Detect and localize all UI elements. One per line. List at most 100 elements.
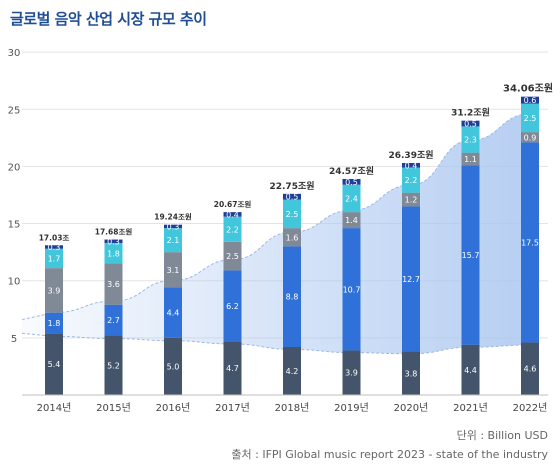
data-label: 2.7: [107, 316, 120, 325]
bar-segment: [104, 263, 123, 305]
bar-segment: [461, 152, 480, 166]
data-label: 2.5: [286, 210, 299, 219]
data-label: 6.2: [226, 302, 239, 311]
bar-segment: [223, 241, 242, 271]
data-label: 0.4: [226, 210, 239, 219]
total-label: 22.75조원: [269, 180, 314, 192]
total-label: 24.57조원: [329, 165, 374, 177]
bar-segment: [45, 245, 63, 249]
total-label: 26.39조원: [388, 149, 433, 161]
bar-segment: [342, 178, 361, 185]
total-label: 31.2조원: [451, 107, 490, 119]
total-label: 17.03조: [39, 233, 70, 242]
total-label: 20.67조원: [214, 199, 252, 209]
x-tick-label: 2017년: [215, 402, 250, 414]
total-label: 34.06조원: [503, 82, 553, 95]
bar-segment: [223, 341, 242, 395]
data-label: 0.3: [167, 222, 180, 231]
bar-segment: [461, 120, 480, 127]
bar-segment: [283, 193, 301, 200]
x-tick-label: 2018년: [275, 402, 310, 414]
bar-segment: [402, 162, 420, 168]
data-label: 1.2: [405, 196, 418, 205]
data-label: 3.1: [167, 266, 180, 275]
data-label: 10.7: [343, 285, 361, 294]
bar-segment: [402, 351, 420, 395]
data-label: 2.3: [464, 136, 477, 145]
bar-segment: [283, 199, 301, 229]
bar-segment: [223, 270, 242, 342]
x-tick-label: 2019년: [334, 402, 369, 414]
data-label: 0.3: [48, 243, 61, 252]
y-tick-label: 25: [8, 105, 21, 116]
total-label: 17.68조원: [95, 227, 133, 237]
bar-segment: [45, 333, 63, 395]
x-tick-label: 2021년: [453, 402, 488, 414]
data-label: 2.1: [167, 236, 180, 245]
data-label: 0.4: [405, 161, 418, 170]
data-label: 0.9: [524, 133, 537, 142]
bar-segment: [402, 192, 420, 207]
data-label: 2.4: [345, 194, 358, 203]
bar-segment: [521, 103, 539, 133]
chart-title: 글로벌 음악 산업 시장 규모 추이: [10, 10, 207, 28]
data-label: 8.8: [286, 293, 299, 302]
bar-segment: [104, 304, 123, 336]
bar-segment: [521, 342, 539, 395]
data-label: 1.8: [107, 249, 120, 258]
bar-segment: [342, 228, 361, 351]
x-tick-label: 2020년: [394, 402, 429, 414]
bar-segment: [45, 268, 63, 313]
y-tick-label: 5: [11, 334, 17, 345]
bar-segment: [45, 248, 63, 269]
bar-segment: [104, 335, 123, 395]
data-label: 1.1: [464, 155, 477, 164]
data-label: 0.5: [464, 120, 477, 129]
x-tick-label: 2015년: [96, 402, 131, 414]
bar-segment: [283, 246, 301, 347]
data-label: 2.5: [226, 252, 239, 261]
data-label: 1.8: [48, 319, 61, 328]
data-label: 5.2: [107, 361, 120, 370]
x-tick-label: 2022년: [513, 402, 548, 414]
data-label: 12.7: [402, 275, 420, 284]
unit-label: 단위 : Billion USD: [456, 429, 548, 442]
data-label: 3.6: [107, 280, 120, 289]
bar-segment: [461, 126, 480, 153]
bar-segment: [104, 242, 123, 264]
data-label: 1.6: [286, 233, 299, 242]
data-label: 4.7: [226, 364, 239, 373]
y-tick-label: 20: [8, 162, 21, 173]
bar-segment: [45, 312, 63, 334]
data-label: 1.4: [345, 216, 358, 225]
data-label: 1.7: [48, 254, 61, 263]
data-label: 0.5: [345, 178, 358, 187]
data-label: 5.4: [48, 360, 61, 369]
bar-segment: [164, 228, 182, 253]
bar-segment: [223, 212, 242, 217]
data-label: 15.7: [462, 251, 480, 260]
bar-segment: [223, 216, 242, 242]
bar-segment: [461, 165, 480, 345]
total-label: 19.24조원: [154, 212, 192, 222]
data-label: 2.5: [524, 114, 537, 123]
bar-segment: [521, 96, 539, 104]
y-tick-label: 15: [8, 220, 21, 231]
bar-segment: [104, 239, 123, 243]
bar-segment: [521, 132, 539, 143]
bar-segment: [342, 212, 361, 229]
bar-segment: [521, 142, 539, 343]
data-label: 4.2: [286, 367, 299, 376]
bar-segment: [402, 206, 420, 352]
trend-upper-line: [21, 113, 531, 321]
data-label: 3.8: [405, 369, 418, 378]
y-tick-label: 10: [8, 277, 21, 288]
bar-segment: [402, 167, 420, 193]
data-label: 2.2: [405, 176, 418, 185]
data-label: 3.9: [48, 286, 61, 295]
x-tick-label: 2016년: [156, 402, 191, 414]
bar-segment: [461, 344, 480, 395]
bar-segment: [164, 224, 182, 229]
y-tick-label: 30: [8, 48, 21, 59]
